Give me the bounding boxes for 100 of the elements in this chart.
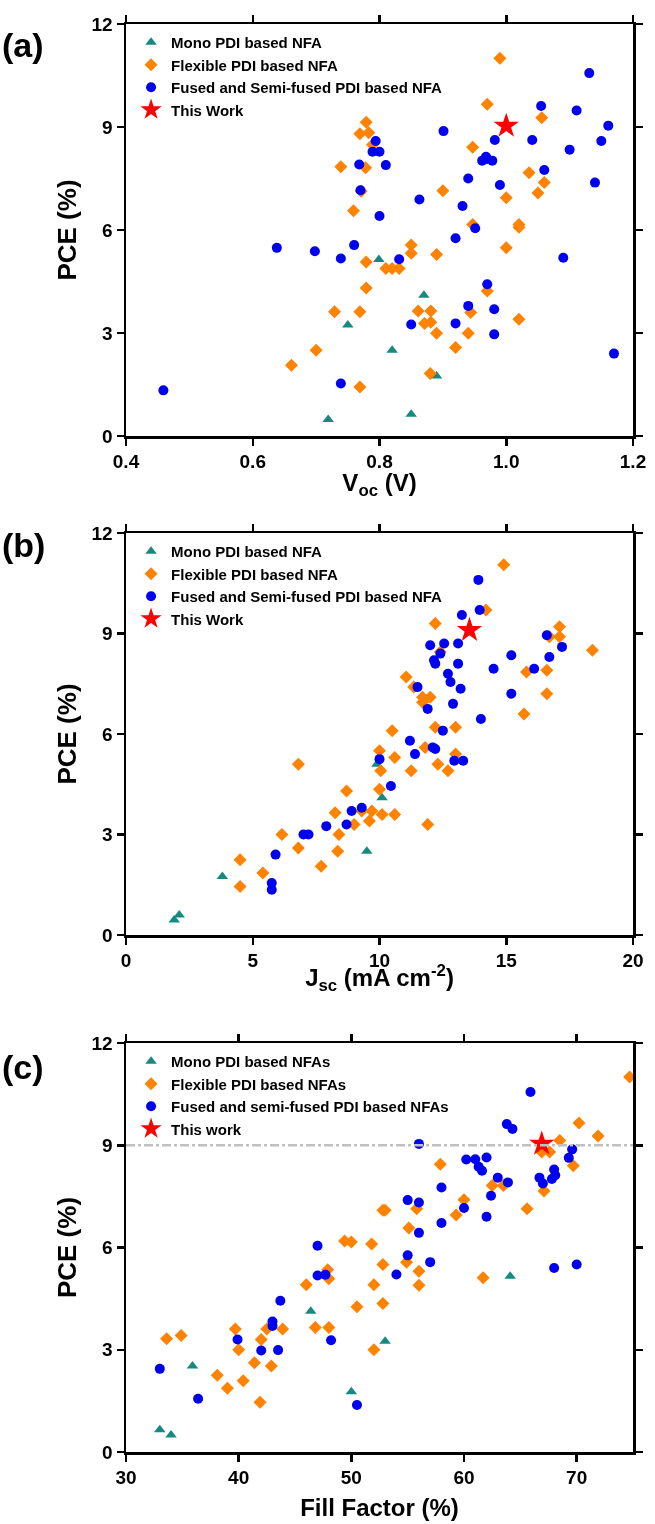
chart-title: (a) [1,25,44,64]
point [309,343,323,357]
x-tick-label: 0 [120,950,132,972]
point [485,1178,499,1192]
point [591,1129,605,1143]
point [391,1269,402,1280]
point [328,305,341,319]
point [461,326,475,340]
point [431,757,445,771]
legend-label: Fused and Semi-fused PDI based NFA [171,588,443,606]
legend-label: Fused and Semi-fused PDI based NFA [171,79,443,97]
y-tick-label: 0 [102,924,113,946]
point [430,247,444,261]
point [356,802,367,813]
point [608,348,619,359]
y-tick-label: 9 [102,116,113,138]
point [476,1271,490,1285]
point [433,1157,447,1171]
point [414,194,425,205]
x-tick-label: 1.0 [493,451,520,473]
point [507,1123,518,1134]
point [430,326,444,340]
y-tick-label: 12 [91,13,113,35]
point [572,1116,586,1130]
point [232,1334,243,1345]
point [497,558,511,572]
point [544,651,555,662]
point [466,140,480,154]
point [463,300,474,311]
point [365,1237,379,1251]
point [376,1296,390,1310]
point [535,111,549,125]
y-tick-label: 6 [102,723,113,745]
point [406,319,417,330]
point [506,650,517,661]
x-tick-label: 0.4 [112,451,140,473]
point [553,1133,567,1147]
point [442,668,453,679]
point [385,724,399,738]
point [537,176,551,190]
point [412,682,423,693]
point [394,254,405,265]
point [299,1278,313,1292]
point [475,713,486,724]
point [367,1343,381,1357]
y-tick-label: 12 [91,522,113,544]
point [158,385,169,396]
point [584,68,595,79]
point [450,318,461,329]
point [445,677,456,688]
x-tick-label: 0.6 [239,451,266,473]
legend-label: Mono PDI based NFA [171,543,323,561]
point [402,1250,413,1261]
point [421,817,435,831]
point [453,638,464,649]
point [236,1374,250,1388]
point [536,101,547,112]
point [331,844,345,858]
point [413,1197,424,1208]
y-tick-label: 3 [102,322,113,344]
point [439,638,450,649]
point [557,641,568,652]
point [160,1332,174,1346]
point [256,1345,267,1356]
y-tick-label: 0 [102,1441,113,1463]
legend-label: Flexible PDI based NFA [171,565,338,583]
point [450,233,461,244]
point [473,574,484,585]
x-tick-label: 5 [247,950,259,972]
point [359,255,373,269]
point [326,1335,337,1346]
point [571,105,582,116]
point [525,1087,536,1098]
x-tick-label: 1.2 [619,451,647,473]
point [253,1395,267,1409]
point [409,749,420,760]
point [506,688,517,699]
point [154,1363,165,1374]
point [340,784,354,798]
point [413,1227,424,1238]
legend-label: Fused and semi-fused PDI based NFAs [171,1098,449,1116]
point [489,329,500,340]
point [256,866,270,880]
point [341,819,352,830]
x-axis-title: Fill Factor (%) [300,1493,459,1521]
point [539,164,550,175]
point [362,126,376,140]
y-tick-label: 3 [102,1339,113,1361]
point [455,683,466,694]
y-tick-label: 9 [102,1134,113,1156]
point [540,687,554,701]
point [308,1321,322,1335]
point [488,663,499,674]
point [354,159,365,170]
point [351,1399,362,1410]
point [517,707,531,721]
y-tick-label: 9 [102,623,113,645]
point [449,755,460,766]
point [470,223,481,234]
point [481,1211,492,1222]
